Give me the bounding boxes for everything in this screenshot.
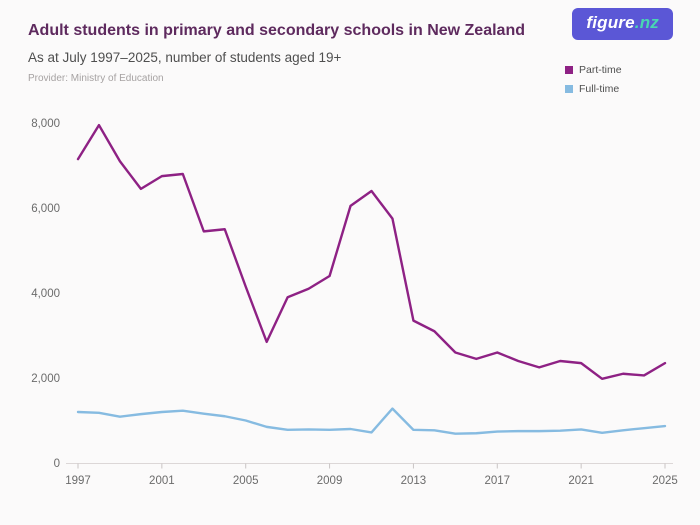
- x-tick-label: 2001: [149, 475, 175, 487]
- x-tick-label: 2021: [568, 475, 594, 487]
- provider-credit: Provider: Ministry of Education: [28, 73, 164, 84]
- series-line-full-time: [76, 407, 667, 435]
- series-line-part-time: [76, 123, 667, 381]
- legend-item-full-time: Full-time: [565, 83, 622, 95]
- y-tick-label: 2,000: [31, 373, 60, 385]
- x-tick-label: 2005: [233, 475, 259, 487]
- chart-subtitle: As at July 1997–2025, number of students…: [28, 50, 342, 65]
- legend-swatch: [565, 85, 573, 93]
- logo-suffix: .nz: [634, 13, 659, 32]
- legend: Part-time Full-time: [565, 64, 622, 102]
- legend-swatch: [565, 66, 573, 74]
- x-tick-label: 2009: [317, 475, 343, 487]
- figurenz-logo[interactable]: figure.nz: [572, 8, 673, 40]
- legend-label: Part-time: [579, 64, 622, 76]
- x-tick-label: 2017: [484, 475, 510, 487]
- chart-header: Adult students in primary and secondary …: [28, 22, 568, 84]
- x-tick-label: 2025: [652, 475, 678, 487]
- y-tick-label: 0: [54, 458, 60, 470]
- logo-text-main: figure: [586, 13, 635, 32]
- page-title: Adult students in primary and secondary …: [28, 22, 525, 39]
- legend-label: Full-time: [579, 83, 620, 95]
- y-tick-label: 8,000: [31, 118, 60, 130]
- y-tick-label: 4,000: [31, 288, 60, 300]
- legend-item-part-time: Part-time: [565, 64, 622, 76]
- y-tick-label: 6,000: [31, 203, 60, 215]
- x-tick-label: 1997: [65, 475, 91, 487]
- x-tick-label: 2013: [401, 475, 427, 487]
